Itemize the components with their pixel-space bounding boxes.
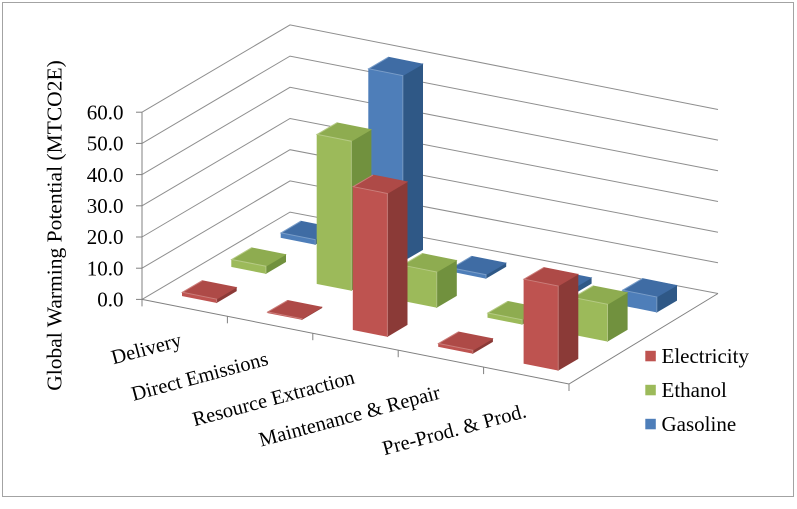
svg-text:Ethanol: Ethanol	[662, 378, 727, 402]
svg-text:30.0: 30.0	[87, 194, 124, 218]
svg-text:50.0: 50.0	[87, 132, 124, 156]
svg-text:40.0: 40.0	[87, 163, 124, 187]
svg-text:Gasoline: Gasoline	[662, 412, 737, 436]
svg-text:60.0: 60.0	[87, 100, 124, 124]
svg-text:0.0: 0.0	[97, 288, 123, 312]
svg-text:20.0: 20.0	[87, 225, 124, 249]
svg-text:Electricity: Electricity	[662, 344, 750, 368]
svg-text:10.0: 10.0	[87, 256, 124, 280]
svg-text:Global Warming Potential (MTCO: Global Warming Potential (MTCO2E)	[43, 60, 67, 390]
